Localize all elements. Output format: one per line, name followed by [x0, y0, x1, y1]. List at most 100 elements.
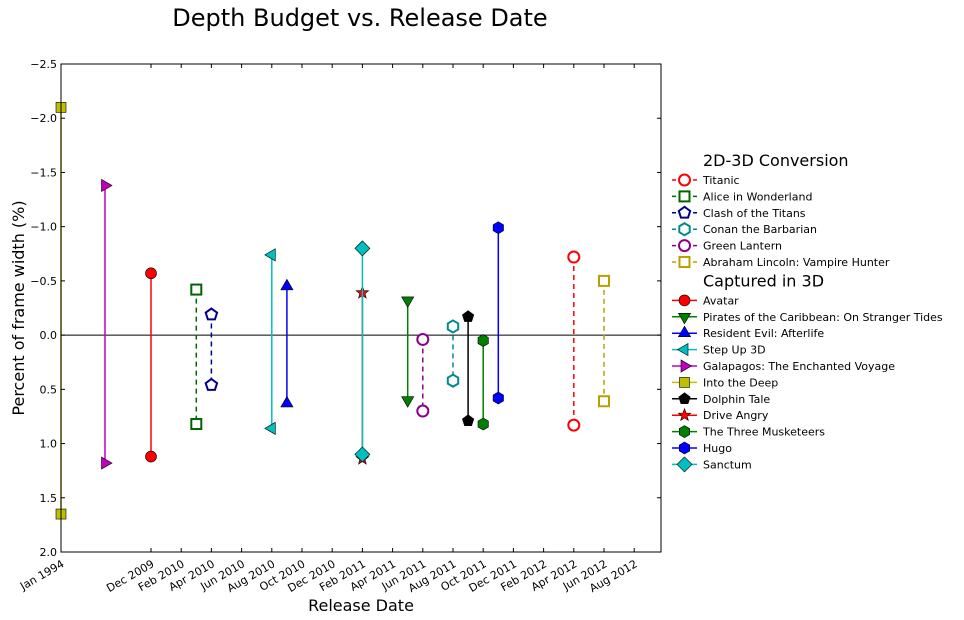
- data-point: [145, 450, 157, 463]
- series-sanctum: [354, 240, 371, 463]
- legend-label: The Three Musketeers: [702, 426, 825, 439]
- legend-entry: Pirates of the Caribbean: On Stranger Ti…: [672, 311, 943, 325]
- legend-marker: [678, 294, 691, 307]
- legend-marker: [678, 441, 691, 455]
- legend-marker: [680, 359, 693, 373]
- x-axis-label: Release Date: [308, 596, 414, 615]
- legend-label: Galapagos: The Enchanted Voyage: [703, 360, 895, 373]
- legend-entry: Titanic: [672, 173, 740, 187]
- series-dolphin-tale: [462, 310, 475, 426]
- data-point: [598, 395, 610, 408]
- y-tick-label: 2.0: [40, 546, 58, 559]
- y-tick-label: 0.0: [40, 329, 58, 342]
- legend-marker: [677, 312, 692, 325]
- data-point: [477, 417, 489, 431]
- series-step-up-3d: [264, 248, 276, 435]
- legend-label: Into the Deep: [703, 376, 778, 389]
- data-point: [477, 334, 489, 347]
- legend-entry: Dolphin Tale: [672, 392, 770, 406]
- legend-marker: [677, 325, 692, 338]
- legend-entry: Step Up 3D: [672, 343, 766, 357]
- plot-area: [55, 102, 661, 520]
- y-tick-label: −1.5: [30, 166, 57, 179]
- legend-marker: [678, 190, 691, 203]
- series-green-lantern: [416, 332, 430, 418]
- data-point: [401, 396, 415, 408]
- plot-frame: [60, 63, 662, 553]
- legend-label: Green Lantern: [703, 240, 782, 253]
- data-point: [204, 307, 219, 321]
- legend-entry: Green Lantern: [672, 239, 782, 253]
- legend-entry: Alice in Wonderland: [672, 190, 812, 203]
- data-point: [354, 240, 371, 257]
- legend-entry: Abraham Lincoln: Vampire Hunter: [672, 256, 890, 269]
- series-the-three-musketeers: [477, 334, 489, 431]
- legend-label: Conan the Barbarian: [703, 223, 817, 236]
- legend-entry: Avatar: [672, 294, 739, 307]
- x-tick-label: Jan 1994: [17, 557, 66, 593]
- data-point: [446, 319, 460, 334]
- data-point: [190, 283, 203, 296]
- data-point: [401, 296, 415, 309]
- data-point: [567, 418, 581, 432]
- legend-entry: Clash of the Titans: [672, 205, 806, 220]
- data-point: [492, 391, 504, 405]
- data-point: [446, 373, 460, 388]
- data-point: [462, 310, 475, 322]
- legend-label: Titanic: [702, 174, 740, 187]
- legend-label: Pirates of the Caribbean: On Stranger Ti…: [703, 311, 943, 324]
- data-point: [598, 274, 610, 287]
- legend-title: Captured in 3D: [703, 271, 824, 290]
- legend-label: Hugo: [703, 442, 732, 455]
- data-point: [264, 421, 276, 435]
- legend-marker: [678, 173, 691, 187]
- data-point: [101, 456, 113, 470]
- legend-label: Step Up 3D: [703, 344, 766, 357]
- legend-marker: [678, 256, 691, 268]
- legend-marker: [678, 222, 691, 237]
- legend-label: Alice in Wonderland: [703, 190, 812, 203]
- series-resident-evil-afterlife: [280, 278, 294, 408]
- legend-marker: [677, 205, 692, 219]
- y-tick-label: −2.0: [30, 112, 57, 125]
- legend-marker: [678, 392, 691, 404]
- series-conan-the-barbarian: [446, 319, 460, 388]
- legend-entry: Galapagos: The Enchanted Voyage: [672, 359, 895, 373]
- y-tick-label: 1.5: [40, 492, 58, 505]
- data-point: [462, 414, 475, 426]
- y-axis-label: Percent of frame width (%): [9, 200, 28, 415]
- data-point: [204, 377, 219, 391]
- series-hugo: [492, 221, 504, 405]
- chart-title: Depth Budget vs. Release Date: [172, 4, 548, 32]
- legend-marker: [678, 239, 691, 253]
- y-tick-label: 0.5: [40, 383, 58, 396]
- legend-entry: Into the Deep: [672, 376, 778, 389]
- legend-marker: [679, 377, 690, 388]
- legend-label: Dolphin Tale: [703, 393, 770, 406]
- legend-label: Avatar: [703, 294, 739, 307]
- legend-label: Resident Evil: Afterlife: [703, 327, 824, 340]
- legend-title: 2D-3D Conversion: [703, 151, 849, 170]
- series-galapagos-the-enchanted-voyage: [101, 178, 113, 470]
- data-point: [416, 404, 430, 418]
- data-point: [264, 248, 276, 262]
- series-clash-of-the-titans: [204, 307, 219, 391]
- data-point: [492, 221, 504, 235]
- data-point: [280, 278, 294, 291]
- legend-entry: Resident Evil: Afterlife: [672, 325, 824, 340]
- legend-marker: [677, 407, 692, 422]
- series-pirates-of-the-caribbean-on-stranger-tides: [401, 296, 415, 408]
- data-point: [354, 446, 371, 463]
- legend-label: Clash of the Titans: [703, 207, 806, 220]
- y-tick-label: 1.0: [40, 438, 58, 451]
- legend-label: Abraham Lincoln: Vampire Hunter: [703, 256, 890, 269]
- legend-marker: [676, 456, 693, 473]
- data-point: [145, 267, 157, 280]
- legend-label: Sanctum: [703, 458, 752, 471]
- y-tick-label: −0.5: [30, 275, 57, 288]
- legend-entry: The Three Musketeers: [672, 425, 825, 439]
- series-alice-in-wonderland: [190, 283, 203, 431]
- series-avatar: [145, 267, 157, 463]
